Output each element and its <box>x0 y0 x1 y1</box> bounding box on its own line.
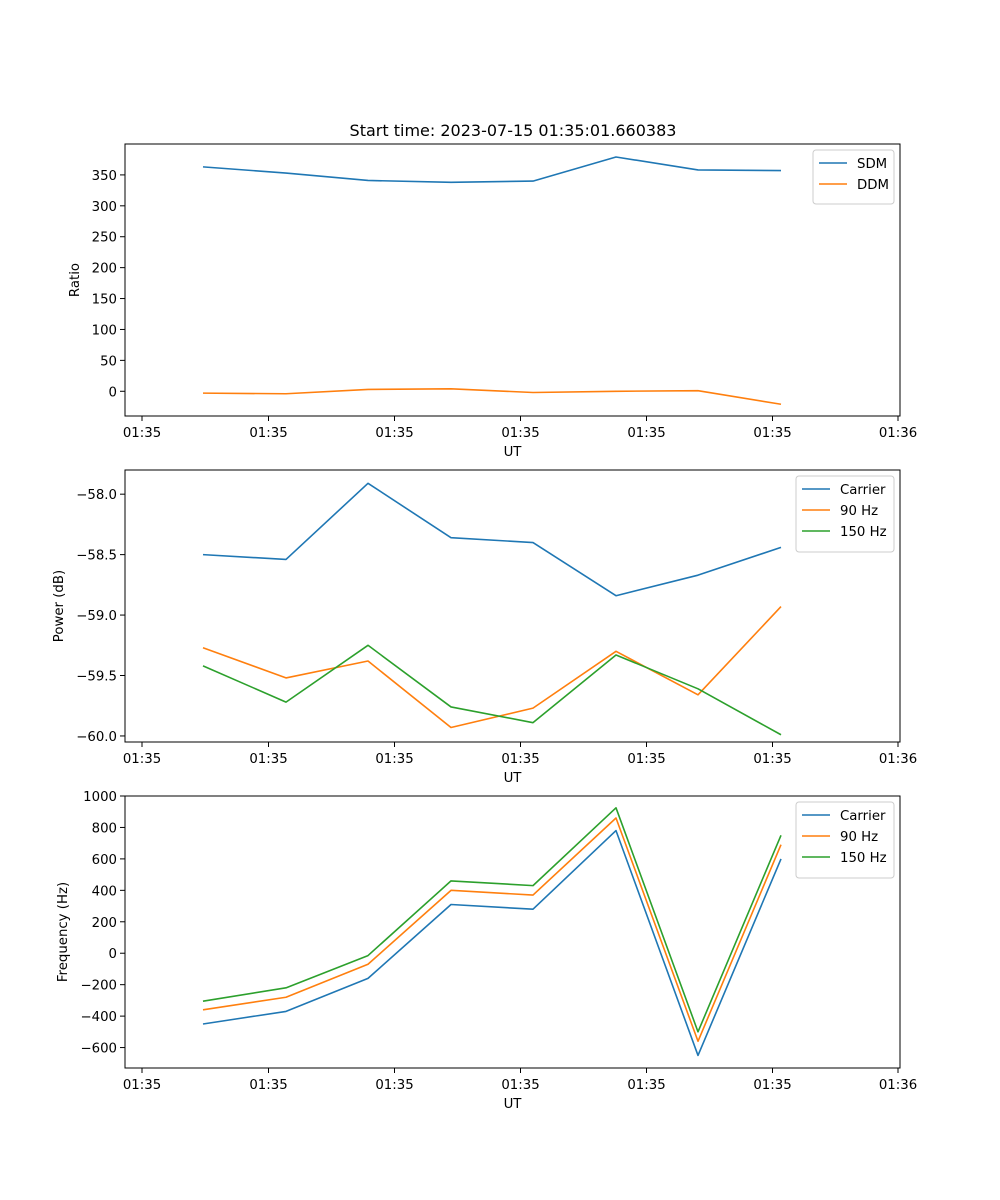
y-tick-label: 0 <box>109 947 117 962</box>
x-tick-label: 01:35 <box>753 1078 791 1093</box>
power-db-x-axis-label: UT <box>504 771 523 786</box>
150-hz-line <box>202 806 782 1033</box>
frequency-hz-legend: Carrier 90 Hz 150 Hz <box>795 801 895 879</box>
y-tick-label: 0 <box>109 385 117 400</box>
x-tick-label: 01:36 <box>879 1078 917 1093</box>
ratio-y-axis-label: Ratio <box>68 263 83 297</box>
y-tick-label: 350 <box>92 169 117 184</box>
y-tick-label: 400 <box>92 884 117 899</box>
x-tick-label: 01:35 <box>501 1078 539 1093</box>
legend-carrier-label: Carrier <box>840 809 886 824</box>
y-tick-label: −58.0 <box>76 488 117 503</box>
ddm-line <box>202 387 782 406</box>
x-tick-label: 01:35 <box>753 752 791 767</box>
x-tick-label: 01:35 <box>123 752 161 767</box>
x-tick-label: 01:35 <box>627 752 665 767</box>
power-db-axes-frame <box>124 469 901 743</box>
y-tick-label: 250 <box>92 231 117 246</box>
x-tick-label: 01:35 <box>249 752 287 767</box>
y-tick-label: −60.0 <box>76 730 117 745</box>
y-tick-label: −200 <box>80 979 117 994</box>
y-tick-label: −58.5 <box>76 549 117 564</box>
frequency-hz-axes-frame <box>124 795 901 1069</box>
x-tick-label: 01:36 <box>879 426 917 441</box>
x-tick-label: 01:35 <box>501 426 539 441</box>
legend-carrier-label: Carrier <box>840 483 886 498</box>
chart-title: Start time: 2023-07-15 01:35:01.660383 <box>350 121 677 140</box>
x-tick-label: 01:35 <box>627 426 665 441</box>
legend-150-hz-label: 150 Hz <box>840 525 887 540</box>
90-hz-line <box>202 606 782 729</box>
legend-box <box>795 475 895 553</box>
x-tick-label: 01:35 <box>123 1078 161 1093</box>
legend-150-hz-label: 150 Hz <box>840 851 887 866</box>
x-tick-label: 01:35 <box>123 426 161 441</box>
y-tick-label: −59.5 <box>76 670 117 685</box>
x-tick-label: 01:36 <box>879 752 917 767</box>
x-tick-label: 01:35 <box>249 1078 287 1093</box>
y-tick-label: 300 <box>92 200 117 215</box>
frequency-panel: 01:35 01:35 01:35 01:35 01:35 01:35 01:36 −600 −… <box>56 790 917 1112</box>
y-tick-label: 200 <box>92 262 117 277</box>
y-tick-label: 800 <box>92 821 117 836</box>
150-hz-line <box>202 644 782 736</box>
power-panel: 01:35 01:35 01:35 01:35 01:35 01:35 01:36 −60.0… <box>52 469 917 786</box>
y-tick-label: 50 <box>100 354 117 369</box>
ratio-panel: 01:35 01:35 01:35 01:35 01:35 01:35 01:36 0 50 10… <box>68 143 917 460</box>
90-hz-line <box>202 817 782 1043</box>
carrier-line <box>202 829 782 1057</box>
ratio-x-axis-label: UT <box>504 445 523 460</box>
y-tick-label: −400 <box>80 1010 117 1025</box>
sdm-line <box>202 156 782 184</box>
x-tick-label: 01:35 <box>375 752 413 767</box>
y-tick-label: 200 <box>92 916 117 931</box>
frequency-hz-x-axis-label: UT <box>504 1097 523 1112</box>
y-tick-label: 1000 <box>83 790 117 805</box>
power-db-y-axis-label: Power (dB) <box>52 570 67 642</box>
x-tick-label: 01:35 <box>501 752 539 767</box>
ratio-legend: SDM DDM <box>812 149 895 205</box>
y-tick-label: 100 <box>92 323 117 338</box>
x-tick-label: 01:35 <box>753 426 791 441</box>
x-tick-label: 01:35 <box>375 426 413 441</box>
frequency-hz-series-group <box>202 806 782 1057</box>
x-tick-label: 01:35 <box>627 1078 665 1093</box>
legend-sdm-label: SDM <box>857 157 887 172</box>
power-db-legend: Carrier 90 Hz 150 Hz <box>795 475 895 553</box>
ratio-axes-frame <box>124 143 901 417</box>
y-tick-label: 600 <box>92 853 117 868</box>
ratio-series-group <box>202 156 782 406</box>
x-tick-label: 01:35 <box>249 426 287 441</box>
y-tick-label: −600 <box>80 1042 117 1057</box>
legend-box <box>795 801 895 879</box>
legend-90-hz-label: 90 Hz <box>840 504 878 519</box>
y-tick-label: 150 <box>92 293 117 308</box>
legend-90-hz-label: 90 Hz <box>840 830 878 845</box>
frequency-hz-y-axis-label: Frequency (Hz) <box>56 882 71 982</box>
legend-ddm-label: DDM <box>857 178 889 193</box>
y-tick-label: −59.0 <box>76 609 117 624</box>
power-db-series-group <box>202 482 782 736</box>
x-tick-label: 01:35 <box>375 1078 413 1093</box>
carrier-line <box>202 482 782 597</box>
